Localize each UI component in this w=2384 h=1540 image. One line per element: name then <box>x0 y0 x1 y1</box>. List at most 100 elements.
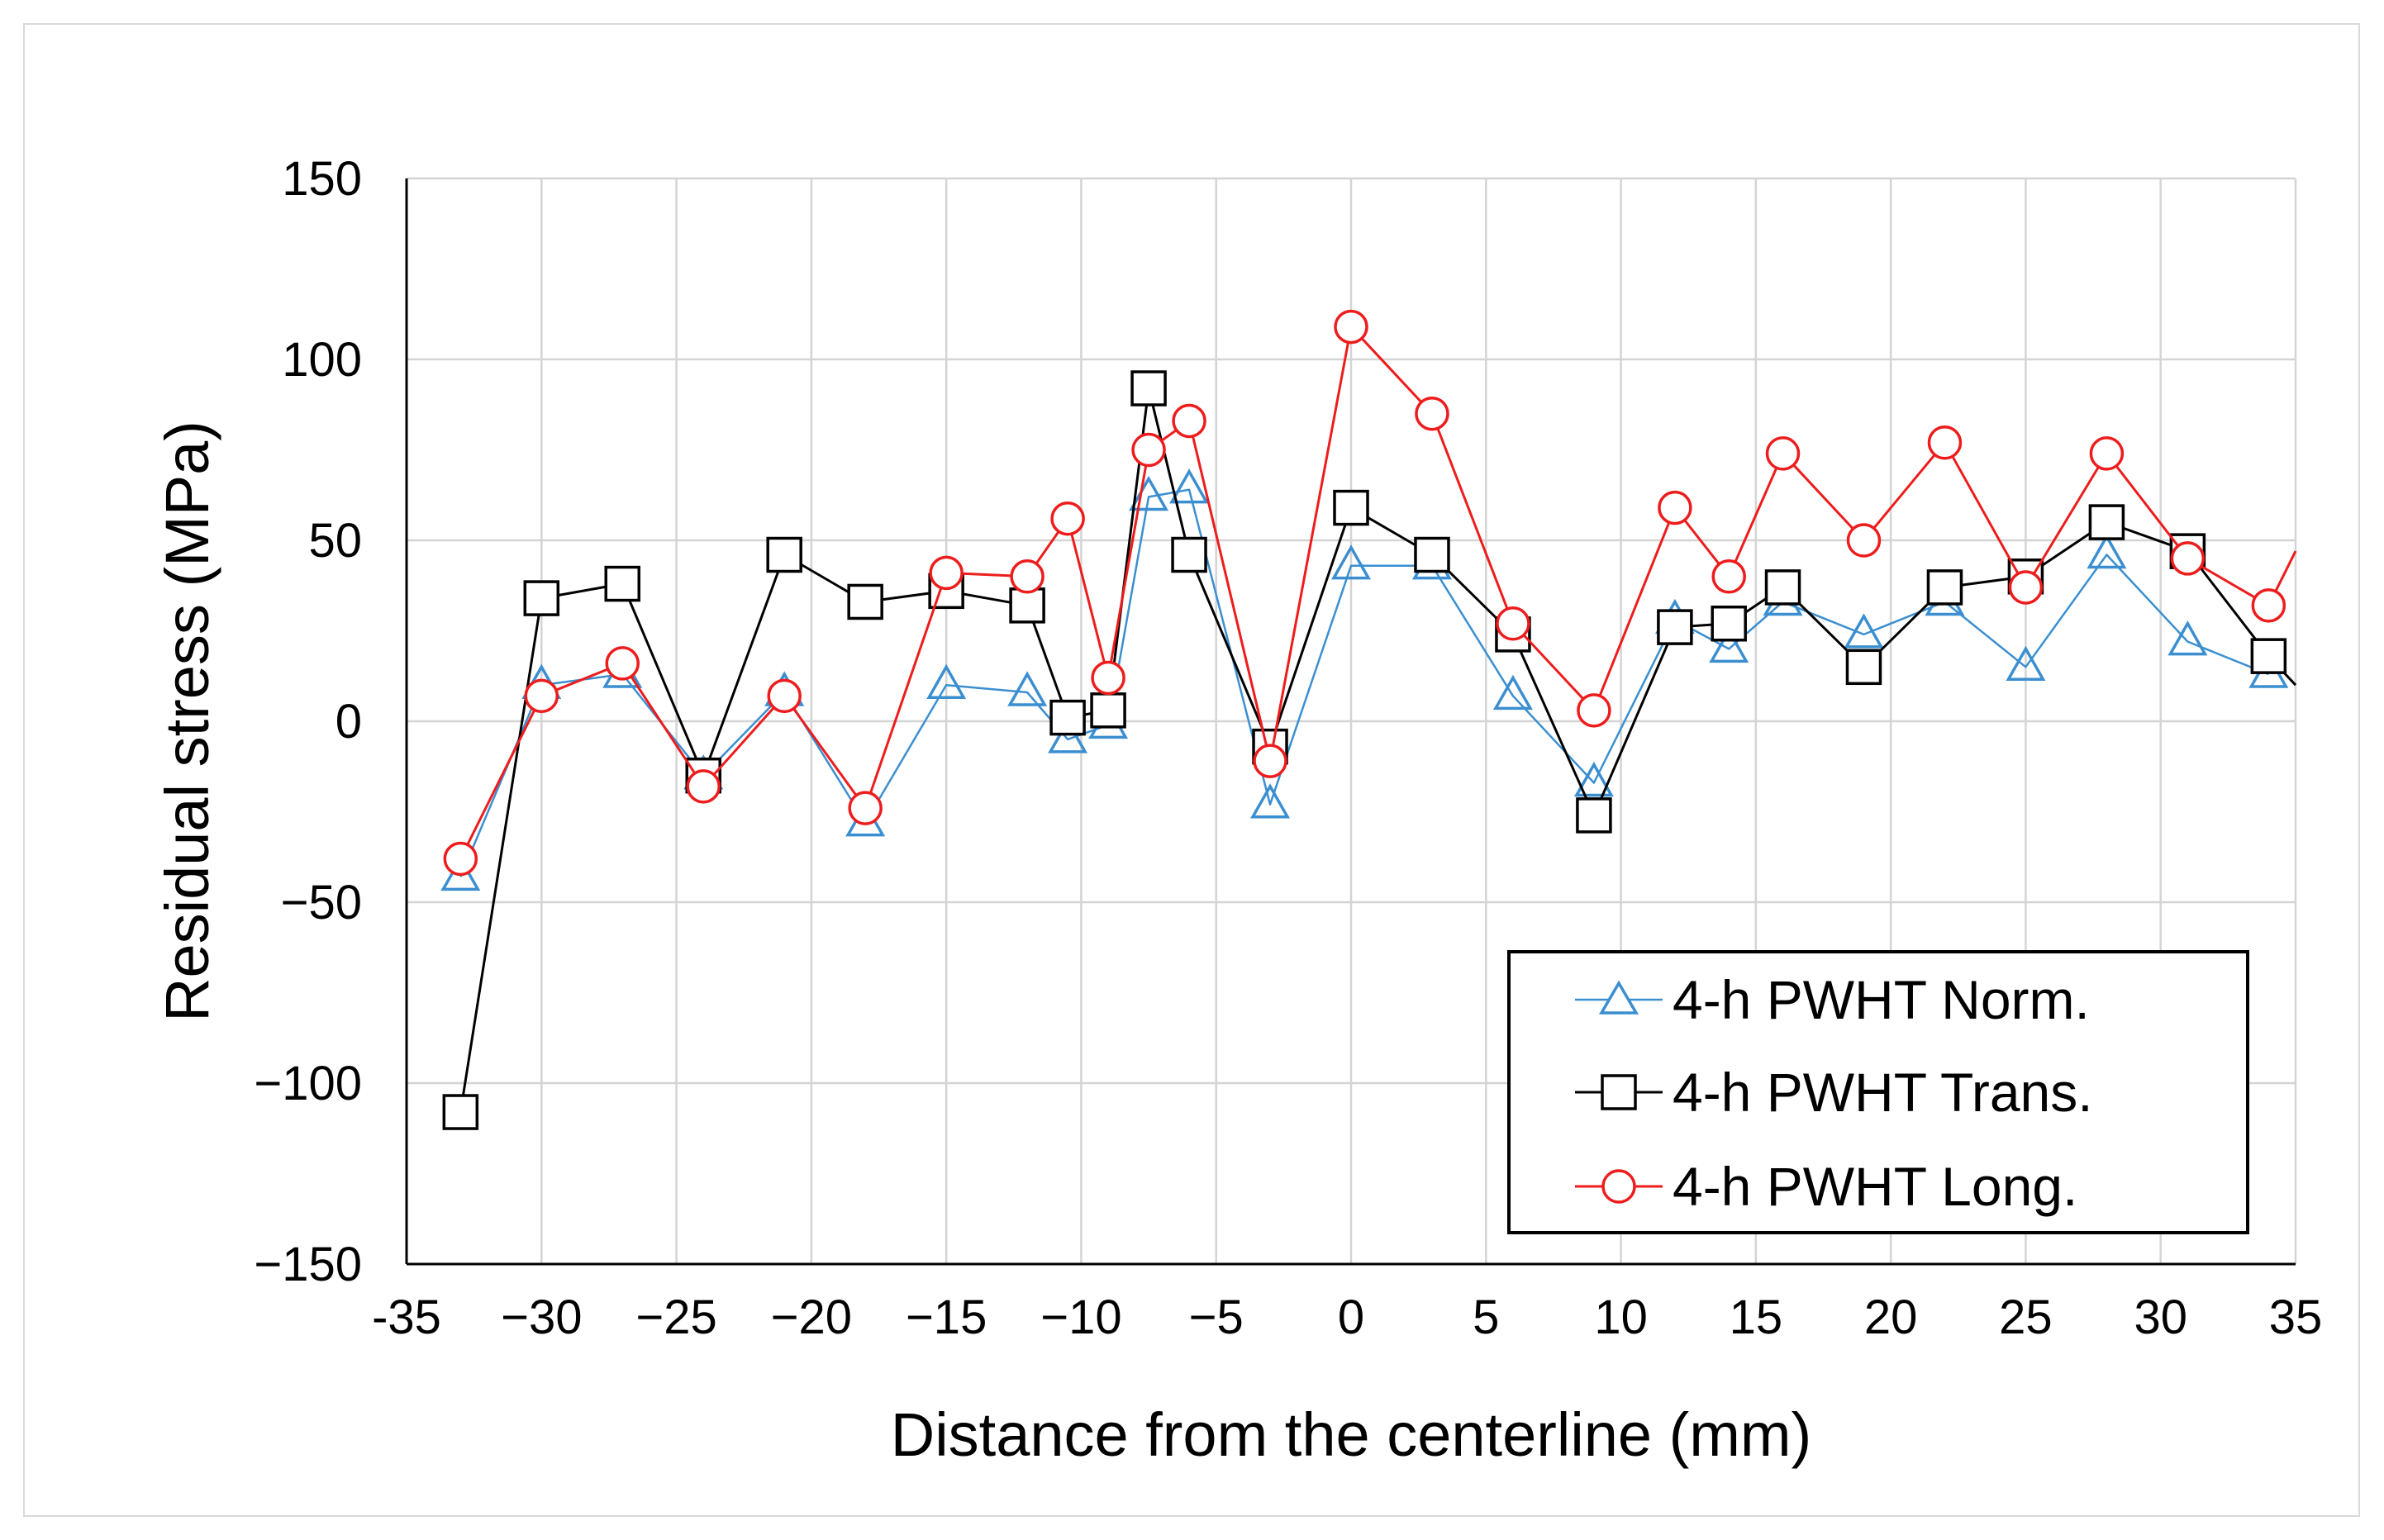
data-point-square <box>2088 504 2125 540</box>
series-triangle <box>440 468 2289 891</box>
x-tick-labels: -35 −30 −25 −20 −15 −10 −5 0 5 10 15 20 25 30 35 <box>372 1290 2322 1344</box>
legend-marker-square-icon <box>1601 1074 1637 1110</box>
data-point-square <box>1845 649 1882 686</box>
data-point-square <box>1090 692 1126 729</box>
data-point-circle <box>2089 436 2125 471</box>
data-point-circle <box>1577 693 1611 728</box>
data-point-square <box>1576 797 1612 834</box>
grid <box>407 177 2297 1264</box>
data-point-triangle <box>1492 674 1533 711</box>
data-point-square <box>1171 536 1207 573</box>
data-point-circle <box>1131 432 1166 468</box>
x-tick-label: 35 <box>2269 1290 2323 1344</box>
data-point-circle <box>2251 588 2286 623</box>
data-point-circle <box>1415 396 1449 431</box>
y-tick-label: 0 <box>335 695 362 749</box>
data-point-circle <box>686 769 721 804</box>
data-point-circle <box>2170 541 2206 576</box>
data-point-triangle <box>1048 718 1088 753</box>
x-tick-label: 30 <box>2134 1290 2187 1344</box>
data-point-triangle <box>926 663 967 699</box>
data-point-square <box>1049 699 1086 736</box>
data-point-square <box>766 536 802 573</box>
data-point-circle <box>1334 309 1368 345</box>
series-circle <box>443 309 2297 877</box>
data-point-triangle <box>2167 620 2208 656</box>
data-point-triangle <box>1709 627 1749 663</box>
y-tick-label: −100 <box>254 1057 362 1110</box>
y-tick-label: 100 <box>282 333 362 387</box>
legend-item-long: 4-h PWHT Long. <box>1575 1156 2077 1217</box>
data-point-square <box>847 583 883 620</box>
data-point-triangle <box>1007 671 1048 706</box>
axes <box>405 178 2296 1266</box>
data-point-circle <box>767 678 802 714</box>
data-point-triangle <box>1169 468 1210 504</box>
legend-marker-triangle-icon <box>1598 980 1639 1015</box>
data-point-circle <box>1658 490 1692 525</box>
data-point-square <box>604 565 641 602</box>
data-point-square <box>2250 638 2287 674</box>
x-tick-label: 25 <box>1999 1290 2053 1344</box>
legend-label-norm: 4-h PWHT Norm. <box>1673 969 2090 1030</box>
x-tick-label: 15 <box>1730 1290 1783 1344</box>
y-axis-title: Residual stress (MPa) <box>153 421 221 1022</box>
y-tick-labels: −150 −100 −50 0 50 100 150 <box>254 152 362 1291</box>
data-point-square <box>1711 605 1747 642</box>
y-tick-label: −50 <box>281 876 362 929</box>
data-point-circle <box>1711 559 1746 594</box>
data-point-circle <box>1010 559 1044 594</box>
y-tick-label: 150 <box>282 152 362 206</box>
x-axis-title: Distance from the centerline (mm) <box>891 1400 1811 1469</box>
x-tick-label: 20 <box>1864 1290 1918 1344</box>
x-tick-label: 0 <box>1338 1290 1364 1344</box>
series-line <box>459 488 2269 877</box>
data-point-square <box>1333 489 1369 526</box>
data-point-circle <box>848 791 883 825</box>
data-point-circle <box>1846 523 1882 558</box>
legend-item-trans: 4-h PWHT Trans. <box>1575 1062 2093 1123</box>
x-tick-label: −10 <box>1040 1290 1121 1344</box>
x-tick-label: −25 <box>635 1290 716 1344</box>
data-point-circle <box>1927 425 1963 460</box>
data-point-triangle <box>2006 645 2046 682</box>
data-point-triangle <box>440 855 481 891</box>
data-point-circle <box>1172 403 1206 439</box>
data-point-circle <box>2008 570 2044 605</box>
data-point-circle <box>1253 744 1287 778</box>
legend-item-norm: 4-h PWHT Norm. <box>1575 969 2090 1030</box>
x-tick-label: -35 <box>372 1290 441 1344</box>
data-point-square <box>1009 587 1045 624</box>
chart-frame <box>23 23 2360 1517</box>
legend-marker-circle-icon <box>1601 1169 1636 1204</box>
data-point-circle <box>605 646 640 681</box>
data-point-square <box>1926 569 1963 606</box>
data-point-triangle <box>1330 544 1372 580</box>
data-point-triangle <box>2087 533 2127 569</box>
x-tick-label: −20 <box>771 1290 852 1344</box>
data-point-square <box>1414 536 1450 573</box>
x-tick-label: 10 <box>1594 1290 1648 1344</box>
series <box>440 309 2297 1130</box>
data-point-square <box>523 580 560 616</box>
data-point-triangle <box>1844 613 1884 649</box>
y-tick-label: 50 <box>308 514 362 568</box>
data-point-circle <box>1496 606 1530 641</box>
legend: 4-h PWHT Norm. 4-h PWHT Trans. 4-h PWHT … <box>1507 950 2249 1234</box>
data-point-triangle <box>1250 783 1291 819</box>
data-point-circle <box>1765 436 1801 471</box>
x-tick-label: −5 <box>1189 1290 1244 1344</box>
legend-label-trans: 4-h PWHT Trans. <box>1673 1062 2093 1123</box>
data-point-circle <box>929 555 964 591</box>
data-point-circle <box>443 841 478 877</box>
y-tick-label: −150 <box>254 1238 362 1291</box>
x-tick-label: −15 <box>906 1290 987 1344</box>
data-point-square <box>442 1094 479 1130</box>
x-tick-label: −30 <box>501 1290 582 1344</box>
data-point-square <box>1657 609 1693 645</box>
legend-label-long: 4-h PWHT Long. <box>1673 1156 2077 1217</box>
data-point-circle <box>1050 501 1085 536</box>
data-point-circle <box>524 678 559 714</box>
data-point-circle <box>1091 660 1125 696</box>
data-point-square <box>1130 370 1167 406</box>
